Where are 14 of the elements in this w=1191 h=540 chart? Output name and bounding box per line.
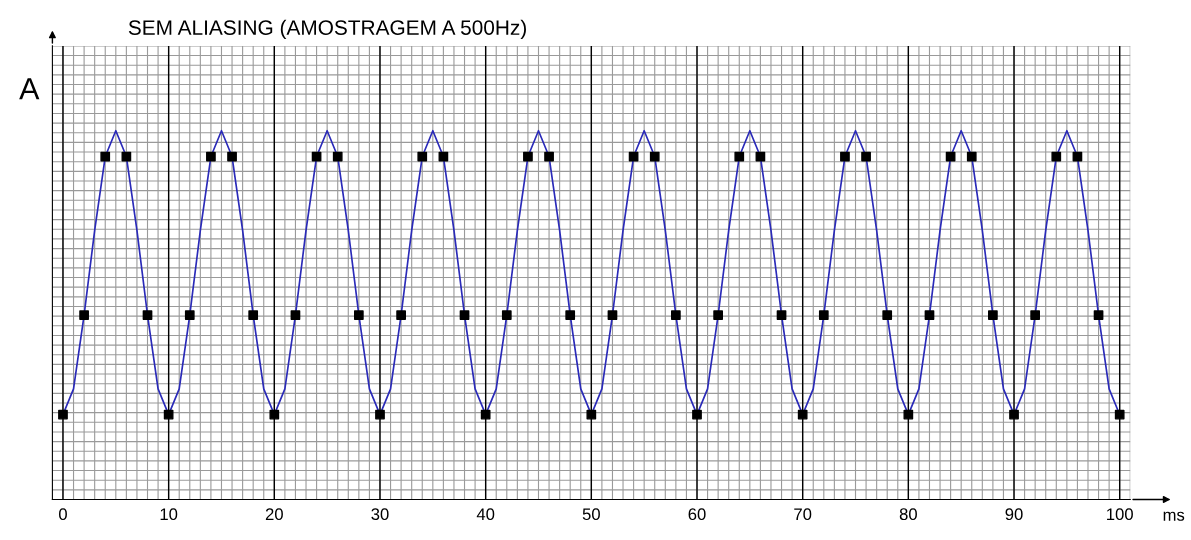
x-tick-label: 100 bbox=[1107, 508, 1133, 521]
x-tick-label: 90 bbox=[1005, 508, 1023, 521]
x-tick-label: 10 bbox=[160, 508, 178, 521]
x-tick-label: 40 bbox=[476, 508, 495, 521]
x-tick-label: 0 bbox=[58, 508, 67, 521]
x-tick-label: 20 bbox=[265, 508, 283, 521]
chart-title: SEM ALIASING (AMOSTRAGEM A 500Hz) bbox=[128, 19, 526, 40]
x-tick-label: 30 bbox=[371, 508, 389, 521]
x-tick-label: 70 bbox=[794, 508, 812, 521]
y-axis-title: A bbox=[19, 78, 40, 100]
x-tick-label: 60 bbox=[688, 508, 706, 521]
x-axis-title: ms bbox=[1163, 511, 1185, 521]
x-tick-label: 80 bbox=[899, 508, 917, 521]
x-tick-label: 50 bbox=[582, 508, 600, 521]
